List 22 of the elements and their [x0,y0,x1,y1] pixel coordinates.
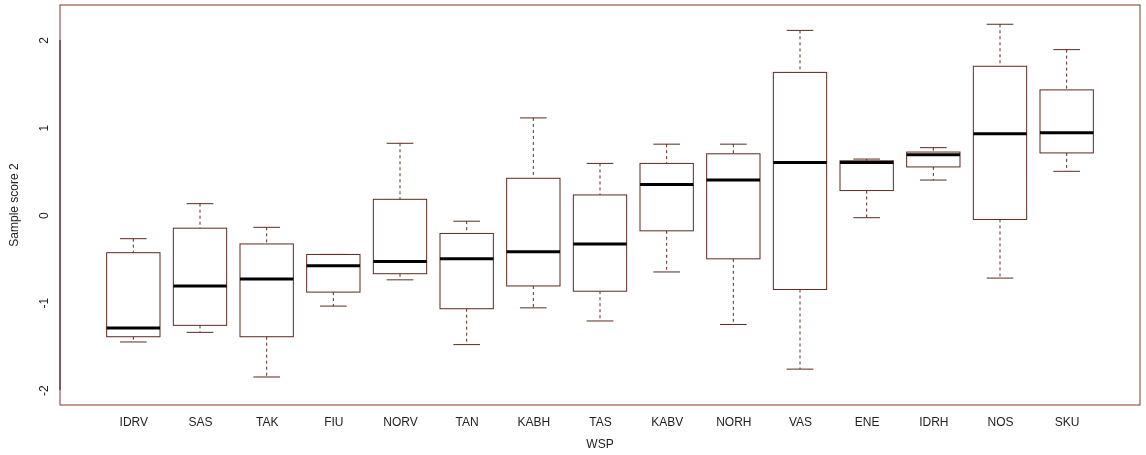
x-tick-label: NOS [987,414,1014,429]
x-tick-label: TAN [455,414,479,429]
y-tick-label: 0 [37,211,51,219]
y-tick-label: 2 [37,36,51,44]
x-tick-label: NORV [383,414,418,429]
x-tick-label: TAK [255,414,279,429]
x-tick-label: ENE [854,414,880,429]
y-tick-label: -2 [37,384,51,396]
x-tick-label: SAS [188,414,213,429]
x-tick-label: KABH [517,414,551,429]
x-tick-label: TAS [589,414,612,429]
x-tick-label: VAS [788,414,813,429]
x-tick-label: IDRV [119,414,149,429]
x-tick-label: KABV [651,414,684,429]
x-tick-label: SKU [1054,414,1080,429]
y-axis-title: Sample score 2 [7,162,21,247]
x-tick-label: NORH [716,414,752,429]
y-tick-label: -1 [37,297,51,309]
x-tick-label: IDRH [919,414,949,429]
y-tick-label: 1 [37,124,51,132]
x-tick-label: FIU [324,414,344,429]
x-axis-title: WSP [586,437,614,451]
